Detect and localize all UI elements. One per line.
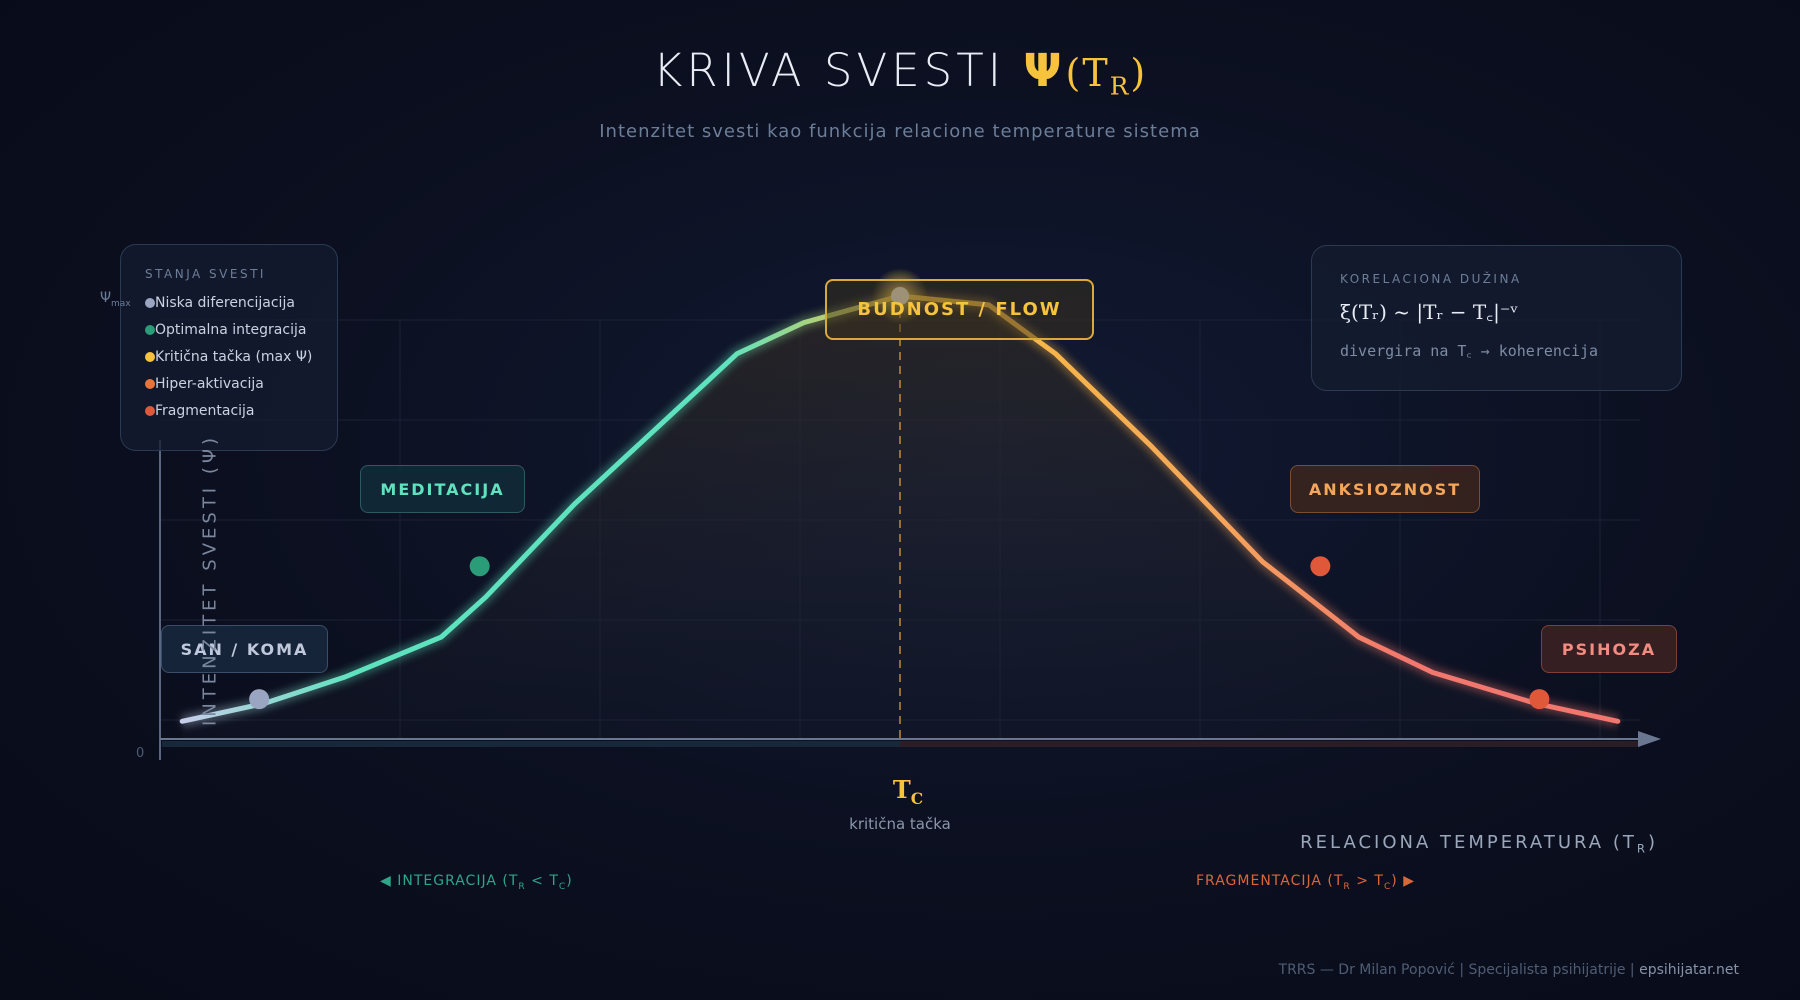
legend-item: Niska diferencijacija bbox=[145, 295, 295, 311]
curve-area bbox=[182, 296, 1618, 739]
title-psi: Ψ bbox=[1023, 44, 1066, 97]
legend-dot bbox=[145, 325, 155, 335]
correlation-length-card: KORELACIONA DUŽINA ξ(Tᵣ) ~ |Tᵣ − T꜀|⁻ᵛ d… bbox=[1311, 245, 1682, 391]
legend-dot bbox=[145, 298, 155, 308]
x-axis-label: RELACIONA TEMPERATURA (TR) bbox=[1300, 832, 1658, 856]
title-argument: (TR) bbox=[1065, 51, 1148, 101]
correlation-heading: KORELACIONA DUŽINA bbox=[1340, 272, 1522, 286]
legend-item: Fragmentacija bbox=[145, 403, 255, 419]
legend-item: Optimalna integracija bbox=[145, 322, 306, 338]
legend-item: Kritična tačka (max Ψ) bbox=[145, 349, 312, 365]
state-label-anksioznost: ANKSIOZNOST bbox=[1290, 465, 1480, 513]
subtitle: Intenzitet svesti kao funkcija relacione… bbox=[599, 121, 1201, 142]
y-zero-label: 0 bbox=[136, 746, 145, 761]
integration-band bbox=[162, 741, 900, 747]
state-label-psihoza: PSIHOZA bbox=[1541, 625, 1677, 673]
fragmentation-band bbox=[900, 741, 1640, 747]
legend-dot bbox=[145, 406, 155, 416]
y-max-label: Ψmax bbox=[100, 290, 131, 309]
correlation-formula: ξ(Tᵣ) ~ |Tᵣ − T꜀|⁻ᵛ bbox=[1340, 300, 1518, 324]
state-label-flow: BUDNOST / FLOW bbox=[825, 279, 1094, 340]
x-axis-arrow-icon bbox=[1638, 731, 1661, 747]
legend: STANJA SVESTI Niska diferencijacija Opti… bbox=[120, 244, 338, 451]
tc-caption: kritična tačka bbox=[849, 815, 951, 833]
state-label-meditacija: MEDITACIJA bbox=[360, 465, 525, 513]
integration-region-label: ◀ INTEGRACIJA (TR < TC) bbox=[380, 873, 573, 892]
title-text: KRIVA SVESTI bbox=[652, 44, 1005, 97]
footer-site-link[interactable]: epsihijatar.net bbox=[1639, 962, 1739, 978]
state-marker bbox=[1310, 556, 1331, 577]
legend-dot bbox=[145, 379, 155, 389]
y-axis-label: INTENZITET SVESTI (Ψ) bbox=[199, 433, 221, 727]
fragmentation-region-label: FRAGMENTACIJA (TR > TC) ▶ bbox=[1196, 873, 1415, 892]
state-label-san-koma: SAN / KOMA bbox=[161, 625, 328, 673]
tc-symbol: TC bbox=[892, 775, 924, 808]
state-marker bbox=[249, 689, 270, 710]
page-title: KRIVA SVESTI Ψ(TR) bbox=[0, 44, 1800, 101]
correlation-note: divergira na T꜀ → koherencija bbox=[1340, 342, 1599, 360]
legend-dot bbox=[145, 352, 155, 362]
state-marker bbox=[469, 556, 490, 577]
footer: TRRS — Dr Milan Popović | Specijalista p… bbox=[1278, 962, 1739, 978]
legend-item: Hiper-aktivacija bbox=[145, 376, 264, 392]
state-marker bbox=[1529, 689, 1550, 710]
legend-heading: STANJA SVESTI bbox=[145, 267, 266, 281]
